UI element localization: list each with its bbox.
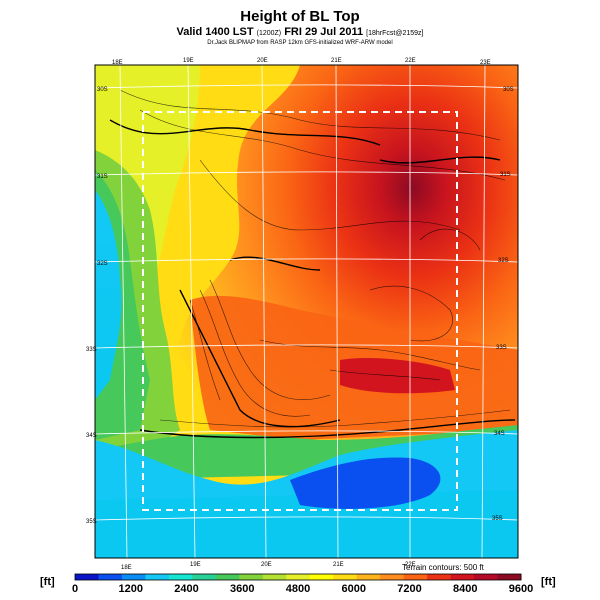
colorbar-swatch	[474, 574, 499, 580]
lat-label-right: 31S	[500, 172, 511, 178]
colorbar-tick-label: 7200	[397, 583, 421, 595]
colorbar-tick-label: 6000	[342, 583, 366, 595]
colorbar-swatch	[356, 574, 381, 580]
unit-label-left: [ft]	[40, 576, 55, 588]
colorbar-swatch	[380, 574, 405, 580]
colorbar-swatch	[286, 574, 311, 580]
lat-label-left: 35S	[86, 519, 97, 525]
lon-labels-top: 18E 19E 20E 21E 22E 23E	[112, 58, 491, 66]
colorbar-tick-label: 9600	[509, 583, 533, 595]
lon-label-bottom: 20E	[261, 562, 272, 568]
colorbar-swatch	[98, 574, 123, 580]
colorbar-tick-label: 3600	[230, 583, 254, 595]
colorbar-tick-label: 1200	[119, 583, 143, 595]
valid-prefix: Valid 1400 LST	[176, 26, 254, 38]
lon-label-bottom: 22E	[405, 562, 416, 568]
colorbar-swatch	[168, 574, 193, 580]
lat-label-right: 32S	[498, 258, 509, 264]
colorbar-tick-label: 2400	[174, 583, 198, 595]
valid-date: FRI 29 Jul 2011	[284, 26, 364, 38]
lat-label-left: 30S	[97, 87, 108, 93]
lon-labels-bottom: 18E 19E 20E 21E 22E	[121, 562, 416, 571]
colorbar-frame	[74, 573, 522, 581]
colorbar	[74, 573, 522, 581]
colorbar-swatch	[145, 574, 170, 580]
colorbar-swatch	[192, 574, 217, 580]
colorbar-swatch	[215, 574, 240, 580]
source-line: Dr.Jack BLIPMAP from RASP 12km GFS-initi…	[207, 40, 393, 46]
valid-time-line: Valid 1400 LST (1200Z) FRI 29 Jul 2011 […	[0, 26, 600, 38]
lat-label-left: 32S	[97, 261, 108, 267]
inner-domain-box	[142, 111, 458, 511]
lon-label-top: 23E	[480, 60, 491, 66]
colorbar-swatch	[403, 574, 428, 580]
colorbar-swatch	[450, 574, 475, 580]
colorbar-swatch	[497, 574, 522, 580]
lon-label-top: 19E	[183, 58, 194, 64]
colorbar-swatch	[309, 574, 334, 580]
terrain-contour-note: Terrain contours: 500 ft	[402, 563, 485, 572]
map-frame	[94, 64, 519, 559]
lon-label-top: 21E	[331, 58, 342, 64]
lat-labels-left: 30S 31S 32S 33S 34S 35S	[86, 87, 108, 525]
lon-label-top: 22E	[405, 58, 416, 64]
lat-label-right: 30S	[503, 87, 514, 93]
lon-label-bottom: 21E	[333, 562, 344, 568]
lon-label-bottom: 19E	[190, 562, 201, 568]
graticule	[95, 65, 518, 558]
lat-label-left: 31S	[97, 174, 108, 180]
colorbar-swatch	[262, 574, 287, 580]
lat-labels-right: 30S 31S 32S 33S 34S 35S	[492, 87, 514, 522]
lat-label-left: 34S	[86, 433, 97, 439]
south-ocean-deep	[95, 490, 518, 558]
colorbar-swatch	[75, 574, 99, 580]
map-plot-area	[95, 65, 518, 558]
lat-label-right: 34S	[494, 431, 505, 437]
colorbar-swatch	[427, 574, 452, 580]
colorbar-swatch	[121, 574, 146, 580]
colorbar-labels: 0 1200 2400 3600 4800 6000 7200 8400 9600	[72, 583, 533, 595]
colorbar-swatch	[333, 574, 358, 580]
lat-label-right: 35S	[492, 516, 503, 522]
valid-code: (1200Z)	[256, 30, 282, 37]
low-bl-patch	[290, 457, 441, 509]
colorbar-tick-label: 0	[72, 583, 78, 595]
lon-label-top: 18E	[112, 60, 123, 66]
lat-label-right: 33S	[496, 345, 507, 351]
colorbar-tick-label: 8400	[453, 583, 477, 595]
colorbar-swatch	[239, 574, 264, 580]
red-patch	[340, 358, 455, 394]
unit-label-right: [ft]	[541, 576, 556, 588]
lon-label-bottom: 18E	[121, 565, 132, 571]
lat-label-left: 33S	[86, 347, 97, 353]
map-title: Height of BL Top	[240, 8, 360, 25]
colorbar-tick-label: 4800	[286, 583, 310, 595]
lon-label-top: 20E	[257, 58, 268, 64]
forecast-info: [18hrFcst@2159z]	[366, 30, 424, 37]
